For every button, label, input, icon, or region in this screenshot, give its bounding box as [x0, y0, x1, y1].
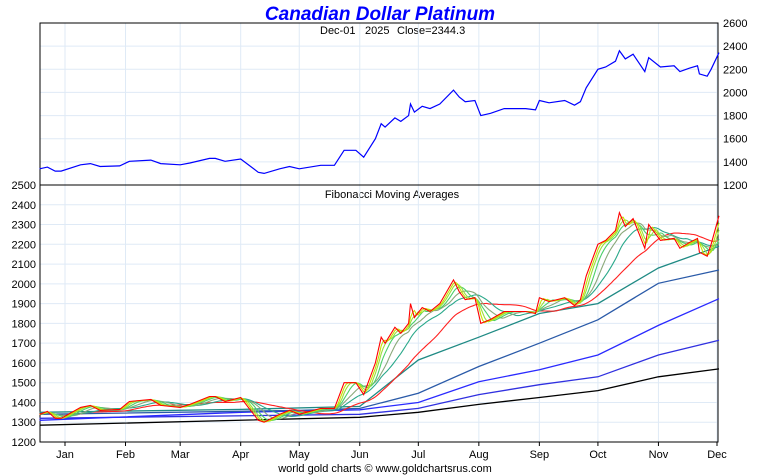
x-tick-label-dec: Dec	[707, 449, 727, 461]
ma-line-ma-long-3	[39, 298, 720, 421]
y-tick-label-top: 2400	[723, 41, 747, 53]
footer-credit: world gold charts © www.goldchartsrus.co…	[277, 463, 492, 475]
y-tick-label-top: 1200	[723, 180, 747, 192]
y-tick-label-top: 2200	[723, 64, 747, 76]
x-tick-label-mar: Mar	[171, 449, 190, 461]
y-tick-label-bottom: 1700	[12, 338, 36, 350]
ma-line-40	[39, 232, 720, 416]
y-tick-label-top: 1400	[723, 157, 747, 169]
y-tick-label-bottom: 2000	[12, 279, 36, 291]
x-tick-label-apr: Apr	[232, 449, 249, 461]
y-tick-label-top: 1600	[723, 134, 747, 146]
x-tick-label-nov: Nov	[649, 449, 669, 461]
y-tick-label-bottom: 2400	[12, 200, 36, 212]
subtitle-year: 2025	[365, 25, 389, 37]
y-tick-label-bottom: 2200	[12, 239, 36, 251]
y-tick-label-top: 2000	[723, 87, 747, 99]
lower-panel-frame	[39, 184, 719, 443]
y-tick-label-bottom: 1200	[12, 437, 36, 449]
subtitle-close: Close=2344.3	[397, 25, 465, 37]
x-tick-label-aug: Aug	[469, 449, 489, 461]
y-tick-label-bottom: 1300	[12, 417, 36, 429]
y-tick-label-top: 1800	[723, 111, 747, 123]
lower-panel-title: Fibonacci Moving Averages	[325, 189, 460, 201]
ma-line-ma-long-5	[39, 368, 720, 426]
y-tick-label-bottom: 1600	[12, 358, 36, 370]
y-tick-label-bottom: 1400	[12, 397, 36, 409]
ma-line-3	[39, 216, 720, 423]
y-tick-label-bottom: 2100	[12, 259, 36, 271]
x-tick-label-may: May	[289, 449, 310, 461]
x-tick-label-oct: Oct	[589, 449, 606, 461]
subtitle-date: Dec-01	[320, 25, 355, 37]
ma-line-ma-long-4	[39, 339, 720, 419]
ma-line-ma-long-1	[39, 245, 720, 413]
y-tick-label-top: 2600	[723, 18, 747, 30]
ma-line-21	[39, 227, 720, 417]
y-tick-label-bottom: 2300	[12, 220, 36, 232]
x-tick-label-jun: Jun	[351, 449, 369, 461]
y-tick-label-bottom: 1900	[12, 299, 36, 311]
ma-line-13	[39, 222, 720, 420]
y-tick-label-bottom: 1500	[12, 378, 36, 390]
chart-title: Canadian Dollar Platinum	[265, 4, 495, 25]
close-price-line	[39, 49, 720, 175]
x-tick-label-jul: Jul	[411, 449, 425, 461]
x-tick-label-jan: Jan	[56, 449, 74, 461]
y-tick-label-bottom: 2500	[12, 180, 36, 192]
y-tick-label-bottom: 1800	[12, 318, 36, 330]
price-line-lower	[39, 210, 720, 423]
x-tick-label-feb: Feb	[116, 449, 135, 461]
x-tick-label-sep: Sep	[530, 449, 550, 461]
